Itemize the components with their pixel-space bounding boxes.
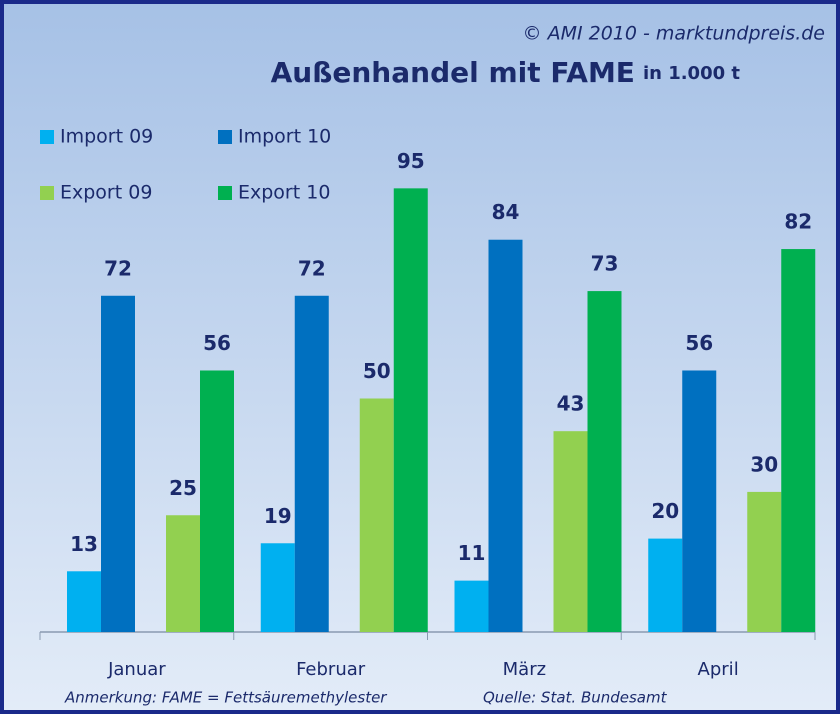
legend-label: Export 09 bbox=[60, 182, 152, 204]
chart-subtitle: in 1.000 t bbox=[643, 63, 740, 84]
bar bbox=[553, 431, 588, 632]
title-group: Außenhandel mit FAME in 1.000 t bbox=[271, 56, 741, 89]
chart-title: Außenhandel mit FAME bbox=[271, 56, 635, 89]
data-label: 13 bbox=[70, 532, 98, 556]
bar bbox=[587, 291, 622, 632]
data-label: 25 bbox=[169, 476, 197, 500]
bar bbox=[781, 249, 816, 632]
x-tick-label: März bbox=[503, 659, 546, 680]
legend-label: Import 10 bbox=[238, 126, 331, 148]
data-label: 43 bbox=[557, 392, 585, 416]
legend-swatch bbox=[40, 186, 54, 200]
data-label: 73 bbox=[591, 252, 619, 276]
data-label: 30 bbox=[750, 452, 778, 476]
data-label: 56 bbox=[203, 331, 231, 355]
bar bbox=[648, 538, 683, 632]
x-tick-label: Februar bbox=[296, 659, 366, 680]
data-label: 11 bbox=[458, 541, 486, 565]
data-label: 50 bbox=[363, 359, 391, 383]
data-label: 95 bbox=[397, 149, 425, 173]
legend-label: Import 09 bbox=[60, 126, 153, 148]
data-label: 82 bbox=[784, 210, 812, 234]
bar bbox=[747, 491, 782, 632]
bar bbox=[682, 370, 717, 632]
note: Anmerkung: FAME = Fettsäuremethylester bbox=[64, 689, 387, 707]
data-label: 72 bbox=[298, 256, 326, 280]
legend-swatch bbox=[218, 186, 232, 200]
data-label: 72 bbox=[104, 256, 132, 280]
x-tick-label: Januar bbox=[107, 659, 166, 680]
copyright: © AMI 2010 - marktundpreis.de bbox=[523, 23, 825, 45]
source: Quelle: Stat. Bundesamt bbox=[483, 689, 668, 707]
data-label: 56 bbox=[685, 331, 713, 355]
bar bbox=[166, 515, 200, 632]
legend-label: Export 10 bbox=[238, 182, 330, 204]
legend-swatch bbox=[218, 130, 232, 144]
legend-swatch bbox=[40, 130, 54, 144]
bar bbox=[260, 543, 295, 632]
bar bbox=[101, 295, 135, 632]
bar bbox=[294, 295, 329, 632]
bar bbox=[454, 580, 489, 632]
data-label: 84 bbox=[492, 200, 520, 224]
bar bbox=[393, 188, 428, 632]
data-label: 19 bbox=[264, 504, 292, 528]
bar bbox=[67, 571, 101, 632]
bar bbox=[488, 239, 523, 632]
bar bbox=[359, 398, 394, 632]
x-tick-label: April bbox=[698, 659, 739, 680]
data-label: 20 bbox=[651, 499, 679, 523]
bar bbox=[200, 370, 234, 632]
